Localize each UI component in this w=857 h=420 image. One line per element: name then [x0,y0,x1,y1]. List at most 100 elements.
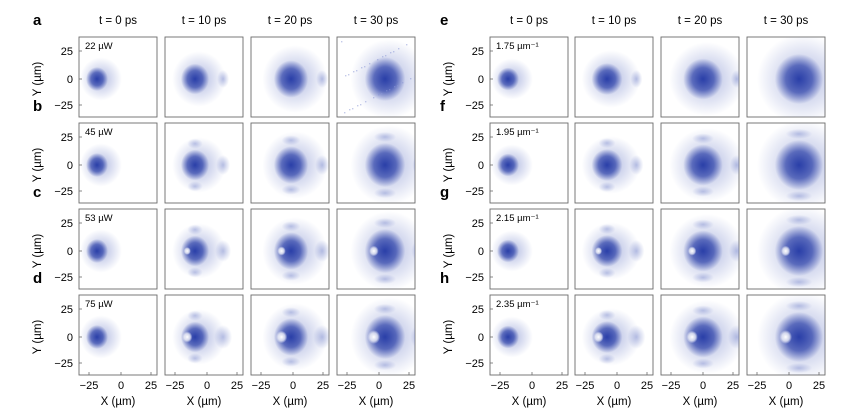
fringe [281,270,301,281]
y-tick-label: 0 [67,160,73,172]
intensity-spot [591,63,623,95]
intensity-spot [683,144,723,186]
y-axis-label: Y (µm) [32,320,44,355]
speckle [389,89,391,91]
intensity-spot [273,146,309,184]
panel-annotation-g: 2.15 µm⁻¹ [496,213,539,224]
intensity-spot [86,153,108,177]
y-tick-label: 0 [478,246,484,258]
y-tick-label: 0 [478,332,484,344]
intensity-spot [180,149,210,181]
x-axis-label: X (µm) [187,396,222,408]
image-panel-b-2 [250,122,330,204]
vortex-hole [367,330,381,344]
y-tick-label: 25 [61,218,73,230]
side-lobe [214,325,233,349]
panel-annotation-h: 2.35 µm⁻¹ [496,299,539,310]
intensity-spot [683,230,723,272]
image-panel-f-0 [489,122,569,204]
intensity-spot [683,58,723,100]
intensity-spot [364,56,406,102]
side-lobe [730,70,739,88]
fringe [785,214,813,225]
x-axis-label: X (µm) [512,396,547,408]
panel-letter-e: e [440,12,448,29]
vortex-hole [594,247,603,255]
image-panel-h-1 [574,294,654,376]
image-panel-g-3 [746,208,845,290]
speckle [352,108,354,110]
speckle [357,105,359,107]
intensity-spot [364,228,406,274]
intensity-spot [683,316,723,358]
y-tick-label: −25 [465,186,484,198]
image-panel-e-0 [489,36,569,118]
side-lobe [829,240,845,262]
fringe [281,184,301,195]
fringe [373,131,397,142]
speckle [377,59,379,61]
image-panel-a-1 [164,36,244,118]
time-label: t = 20 ps [678,15,723,27]
fringe [187,138,203,149]
y-axis-label: Y (µm) [443,320,455,355]
fringe [785,191,813,202]
y-tick-label: −25 [54,100,73,112]
intensity-spot [180,235,210,267]
vortex-hole [275,330,288,344]
fringe [373,217,397,228]
speckle [381,93,383,95]
intensity-spot [774,225,824,277]
speckle [378,94,380,96]
image-panel-h-0 [489,294,569,376]
intensity-spot [364,314,406,360]
speckle [385,55,387,57]
vortex-hole [687,246,697,256]
fringe [187,353,203,364]
fringe [692,133,714,144]
intensity-spot [497,325,519,349]
speckle [349,109,351,111]
intensity-spot [591,235,623,267]
y-axis-label: Y (µm) [443,148,455,183]
image-panel-g-2 [660,208,740,290]
fringe [187,267,203,278]
side-lobe [630,70,643,88]
fringe [373,188,397,199]
x-tick-label: 0 [290,380,296,392]
speckle [390,52,392,54]
speckle [397,85,399,87]
fringe [281,307,301,318]
vortex-hole [369,245,379,257]
panel-letter-f: f [440,98,446,115]
image-panel-d-2 [250,294,330,376]
x-tick-label: 0 [204,380,210,392]
fringe [281,135,301,146]
x-tick-label: 25 [403,380,415,392]
y-tick-label: 0 [478,160,484,172]
vortex-hole [780,245,791,257]
fringe [187,310,203,321]
intensity-spot [364,142,406,188]
fringe [187,224,203,235]
image-panel-d-0 [78,294,158,376]
speckle [406,44,408,46]
x-axis-label: X (µm) [359,396,394,408]
side-lobe [316,70,329,88]
intensity-spot [591,321,623,353]
time-label: t = 30 ps [354,15,399,27]
x-tick-label: −25 [338,380,357,392]
intensity-spot [774,139,824,191]
fringe [598,310,616,321]
side-lobe [629,155,644,175]
vortex-hole [779,330,792,344]
panel-letter-a: a [33,12,42,29]
vortex-hole [277,246,286,256]
intensity-spot [180,63,210,95]
fringe [692,358,714,369]
x-tick-label: 0 [786,380,792,392]
image-panel-h-2 [660,294,740,376]
image-panel-g-1 [574,208,654,290]
image-panel-a-0 [78,36,158,118]
